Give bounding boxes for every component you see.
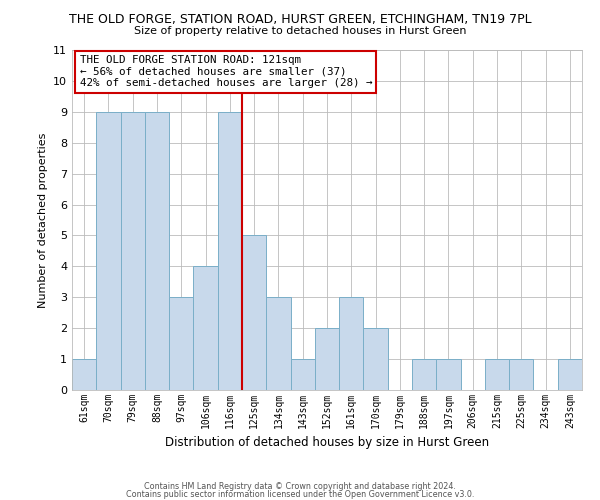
Y-axis label: Number of detached properties: Number of detached properties xyxy=(38,132,47,308)
Text: Contains HM Land Registry data © Crown copyright and database right 2024.: Contains HM Land Registry data © Crown c… xyxy=(144,482,456,491)
Text: THE OLD FORGE, STATION ROAD, HURST GREEN, ETCHINGHAM, TN19 7PL: THE OLD FORGE, STATION ROAD, HURST GREEN… xyxy=(68,12,532,26)
Bar xyxy=(266,298,290,390)
Bar xyxy=(290,359,315,390)
Bar xyxy=(218,112,242,390)
Bar xyxy=(121,112,145,390)
Bar xyxy=(145,112,169,390)
Bar xyxy=(509,359,533,390)
Bar xyxy=(193,266,218,390)
Bar xyxy=(242,236,266,390)
Bar xyxy=(339,298,364,390)
Text: THE OLD FORGE STATION ROAD: 121sqm
← 56% of detached houses are smaller (37)
42%: THE OLD FORGE STATION ROAD: 121sqm ← 56%… xyxy=(80,55,372,88)
Bar xyxy=(96,112,121,390)
Bar xyxy=(436,359,461,390)
X-axis label: Distribution of detached houses by size in Hurst Green: Distribution of detached houses by size … xyxy=(165,436,489,450)
Bar xyxy=(169,298,193,390)
Bar xyxy=(485,359,509,390)
Bar xyxy=(558,359,582,390)
Text: Contains public sector information licensed under the Open Government Licence v3: Contains public sector information licen… xyxy=(126,490,474,499)
Bar xyxy=(72,359,96,390)
Bar xyxy=(412,359,436,390)
Text: Size of property relative to detached houses in Hurst Green: Size of property relative to detached ho… xyxy=(134,26,466,36)
Bar xyxy=(315,328,339,390)
Bar xyxy=(364,328,388,390)
